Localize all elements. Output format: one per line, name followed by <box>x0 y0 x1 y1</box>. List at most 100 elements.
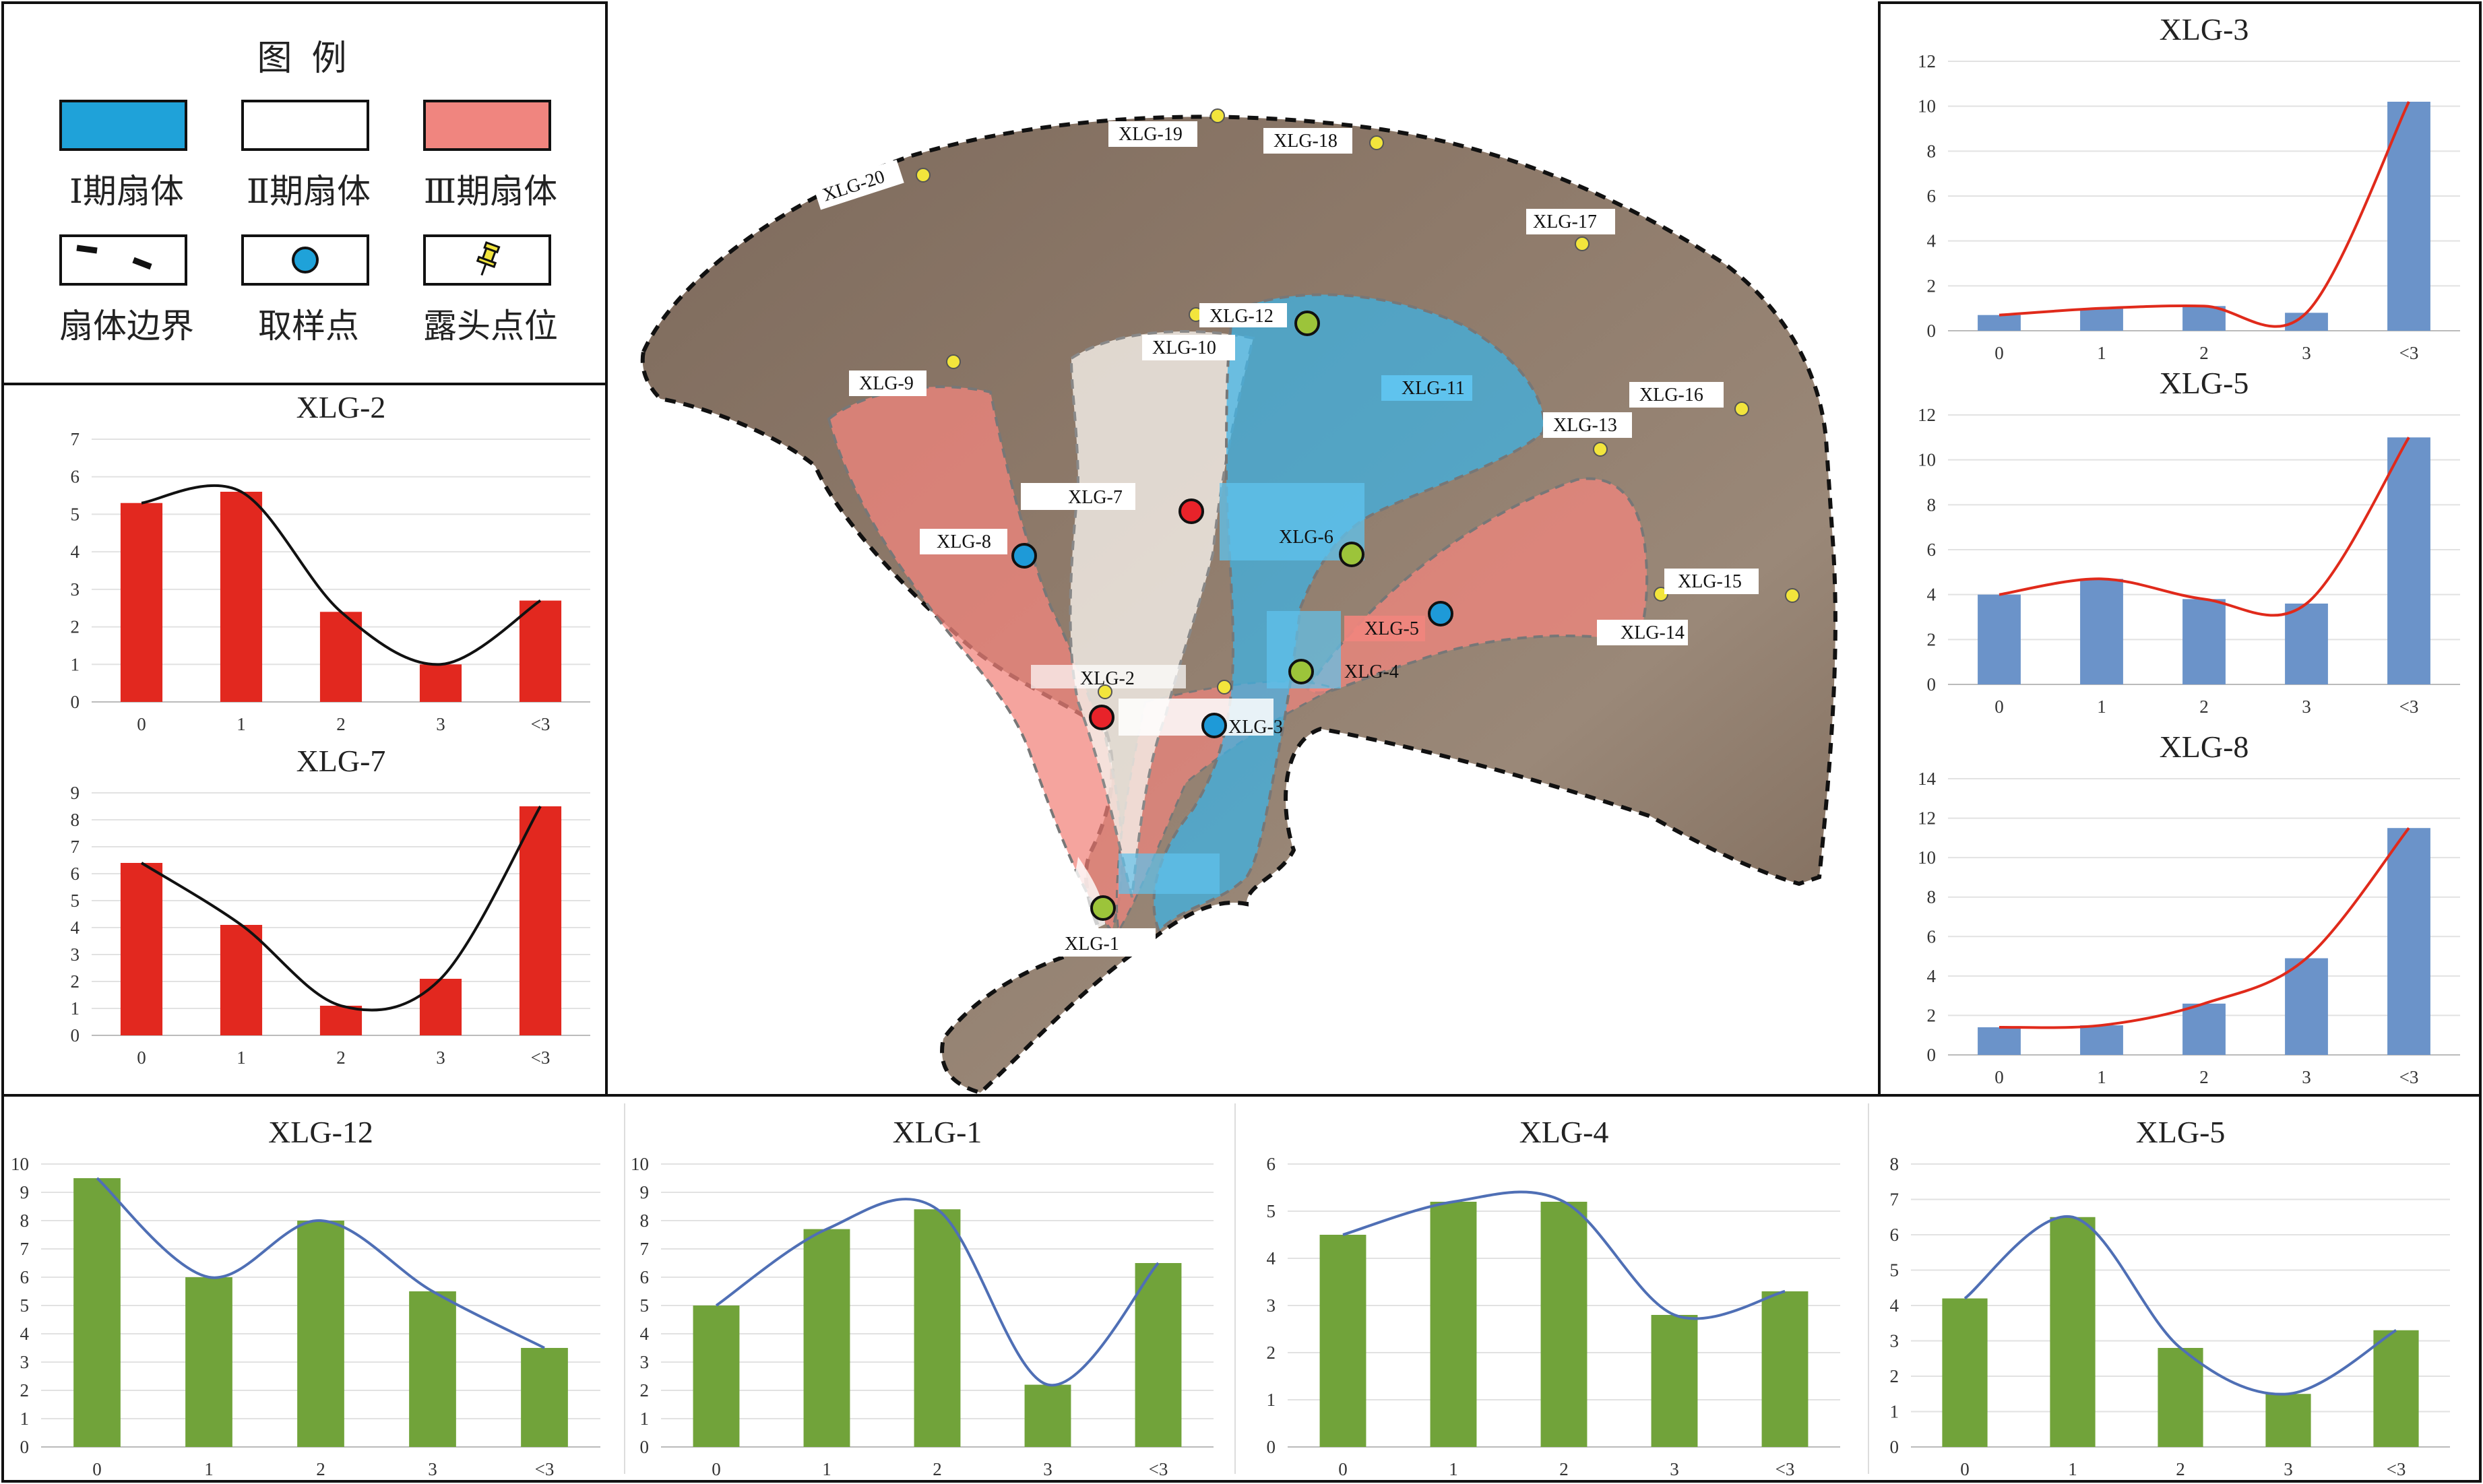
y-tick-label: 2 <box>20 1380 30 1400</box>
y-tick-label: 6 <box>1267 1154 1276 1174</box>
y-tick-label: 4 <box>71 542 80 562</box>
label-xlg-13: XLG-13 <box>1553 415 1617 436</box>
x-tick-label: <3 <box>2399 1067 2419 1087</box>
y-tick-label: 7 <box>71 837 80 857</box>
x-tick-label: 0 <box>1994 697 2004 717</box>
bar <box>1978 1027 2021 1055</box>
bar <box>1540 1202 1588 1447</box>
label-xlg-9: XLG-9 <box>859 373 914 394</box>
bar <box>914 1209 961 1447</box>
y-tick-label: 5 <box>71 891 80 911</box>
x-tick-label: 0 <box>137 714 146 734</box>
sample-point-xlg-5 <box>1428 601 1453 626</box>
y-tick-label: 1 <box>1890 1402 1899 1422</box>
y-tick-label: 0 <box>71 1025 80 1045</box>
bar <box>2158 1348 2203 1447</box>
chart-xlg-4: XLG-4 0 1 2 3 4 5 6 0 1 2 3 <3 <box>1267 1115 1840 1479</box>
x-tick-label: 1 <box>237 714 246 734</box>
x-tick-label: 2 <box>2176 1459 2185 1479</box>
bar <box>1978 315 2021 331</box>
x-tick-label: <3 <box>2399 343 2419 363</box>
label-xlg-18: XLG-18 <box>1274 131 1338 152</box>
x-tick-label: 1 <box>237 1047 246 1068</box>
x-tick-label: 2 <box>336 1047 346 1068</box>
label-xlg-1: XLG-1 <box>1065 934 1119 955</box>
bar <box>2387 828 2430 1055</box>
phase1-fan-block <box>1220 483 1364 560</box>
right-chart-panel: XLG-3 0 2 4 6 8 10 12 0 1 2 3 <3 XLG-5 0 2 4 6 8 10 12 0 1 2 3 <… <box>1878 1 2482 1097</box>
chart-xlg-5-bottom: XLG-5 0 1 2 3 4 5 6 7 8 0 1 2 3 <3 <box>1890 1115 2450 1479</box>
y-tick-label: 1 <box>71 654 80 674</box>
phase1-fan <box>1152 293 1546 934</box>
boundary-swatch <box>59 234 187 286</box>
chart-title: XLG-5 <box>2136 1115 2226 1149</box>
y-tick-label: 1 <box>20 1409 30 1429</box>
x-tick-label: 0 <box>92 1459 102 1479</box>
chart-title: XLG-8 <box>2160 730 2249 764</box>
legend-item-phase2: Ⅱ期扇体 <box>214 100 403 221</box>
y-tick-label: 6 <box>1927 186 1937 206</box>
label-xlg-5: XLG-5 <box>1364 618 1419 639</box>
x-tick-label: 2 <box>2199 1067 2209 1087</box>
trend-curve <box>1342 1190 1786 1320</box>
bar <box>1024 1384 1071 1447</box>
sample-point-xlg-6 <box>1339 542 1364 567</box>
label-xlg-10: XLG-10 <box>1152 337 1216 358</box>
x-tick-label: <3 <box>535 1459 555 1479</box>
y-tick-label: 2 <box>1927 629 1937 649</box>
chart-xlg-1: XLG-1 0 1 2 3 4 5 6 7 8 9 10 0 1 2 3 <3 <box>631 1115 1214 1479</box>
x-tick-label: 3 <box>2302 343 2311 363</box>
y-tick-label: 5 <box>640 1295 650 1316</box>
y-tick-label: 5 <box>71 504 80 524</box>
x-tick-label: <3 <box>531 1047 551 1068</box>
bar <box>1430 1202 1477 1447</box>
y-tick-label: 7 <box>640 1239 650 1259</box>
sample-labels: XLG-7 XLG-8 XLG-6 XLG-5 XLG-4 XLG-2 XLG-… <box>920 483 1425 957</box>
y-tick-label: 0 <box>1927 674 1937 695</box>
trend-curve <box>1999 437 2410 617</box>
y-tick-label: 6 <box>1927 540 1937 560</box>
y-tick-label: 3 <box>20 1352 30 1372</box>
bar <box>1319 1235 1366 1447</box>
y-tick-label: 3 <box>71 579 80 600</box>
southern-white-band <box>1038 857 1105 951</box>
boundary-dash-icon <box>76 245 152 270</box>
bar <box>2285 313 2328 331</box>
sample-point-icon <box>292 247 319 273</box>
label-xlg-19: XLG-19 <box>1119 124 1183 145</box>
y-tick-label: 5 <box>20 1295 30 1316</box>
y-tick-label: 4 <box>20 1324 30 1344</box>
chart-xlg-12: XLG-12 0 1 2 3 4 5 6 7 8 9 10 0 1 2 3 <3 <box>11 1115 600 1479</box>
label-xlg-17: XLG-17 <box>1533 212 1597 232</box>
y-tick-label: 6 <box>71 864 80 884</box>
bar <box>185 1277 232 1447</box>
x-tick-label: 3 <box>436 1047 445 1068</box>
phase3-swatch <box>423 100 551 151</box>
y-tick-label: 0 <box>640 1437 650 1457</box>
bar <box>419 664 462 702</box>
x-tick-label: <3 <box>2387 1459 2406 1479</box>
x-tick-label: 3 <box>2284 1459 2293 1479</box>
y-tick-label: 6 <box>640 1267 650 1287</box>
y-tick-label: 9 <box>640 1182 650 1202</box>
y-tick-label: 4 <box>1927 585 1937 605</box>
x-tick-label: 3 <box>436 714 445 734</box>
y-tick-label: 8 <box>1890 1154 1899 1174</box>
x-tick-label: 0 <box>1960 1459 1970 1479</box>
bar <box>2182 306 2226 331</box>
y-tick-label: 3 <box>1267 1295 1276 1316</box>
y-tick-label: 3 <box>71 944 80 965</box>
label-xlg-8: XLG-8 <box>937 531 991 552</box>
bar <box>220 492 263 702</box>
x-tick-label: 3 <box>428 1459 437 1479</box>
pushpin-icon <box>476 241 501 276</box>
y-tick-label: 2 <box>1267 1343 1276 1363</box>
y-tick-label: 5 <box>1890 1260 1899 1281</box>
y-tick-label: 3 <box>1890 1331 1899 1351</box>
bar <box>2265 1394 2311 1447</box>
x-tick-label: 0 <box>712 1459 721 1479</box>
y-tick-label: 4 <box>1927 966 1937 986</box>
phase1-swatch <box>59 100 187 151</box>
bar <box>521 1348 568 1447</box>
